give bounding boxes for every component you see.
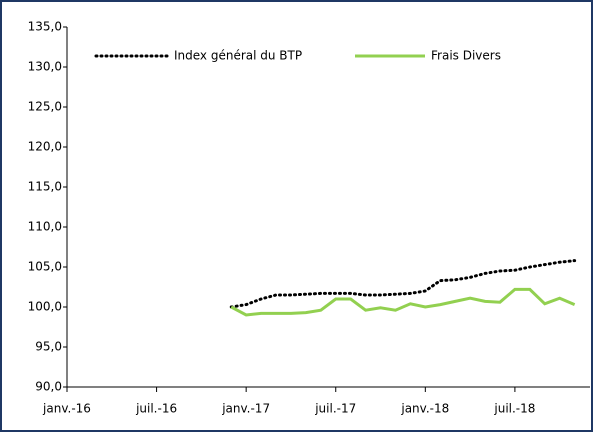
y-tick-label: 120,0 — [28, 140, 62, 154]
y-tick-label: 110,0 — [28, 220, 62, 234]
x-tick-label: juil.-16 — [135, 402, 177, 416]
x-tick-label: janv.-16 — [42, 402, 91, 416]
legend-label: Frais Divers — [431, 49, 501, 63]
y-tick-label: 95,0 — [35, 340, 62, 354]
y-tick-label: 135,0 — [28, 20, 62, 34]
x-tick-label: janv.-18 — [400, 402, 449, 416]
y-tick-label: 125,0 — [28, 100, 62, 114]
y-tick-label: 130,0 — [28, 60, 62, 74]
y-tick-label: 105,0 — [28, 260, 62, 274]
x-tick-label: juil.-18 — [493, 402, 535, 416]
y-tick-label: 90,0 — [35, 380, 62, 394]
series-line — [230, 287, 576, 317]
x-tick-label: juil.-17 — [314, 402, 356, 416]
y-tick-label: 100,0 — [28, 300, 62, 314]
series-line — [229, 259, 577, 309]
legend-label: Index général du BTP — [174, 49, 302, 63]
y-tick-label: 115,0 — [28, 180, 62, 194]
x-tick-label: janv.-17 — [221, 402, 270, 416]
